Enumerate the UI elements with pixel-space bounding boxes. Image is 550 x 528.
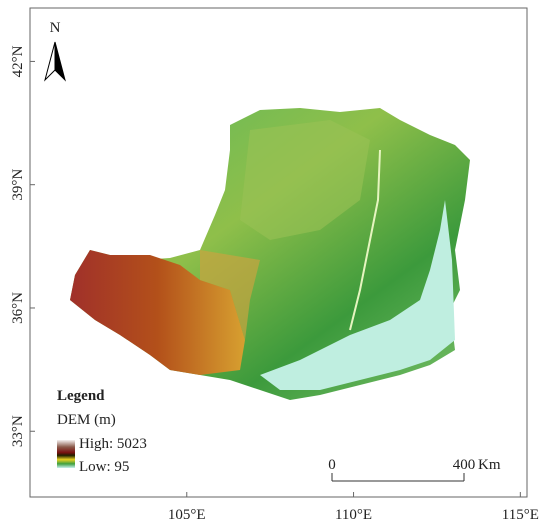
lon-tick-label: 105°E (168, 507, 206, 523)
lon-tick-label: 110°E (335, 507, 372, 523)
scale-bar: 0 400 Km (328, 457, 501, 482)
ordos (240, 120, 370, 240)
lat-tick-label: 36°N (10, 292, 26, 324)
legend: Legend DEM (m) High: 5023 Low: 95 (57, 388, 147, 475)
dem-ramp (57, 440, 75, 468)
plateau-mid (200, 250, 260, 340)
river (349, 149, 381, 331)
scale-label: 400 (453, 457, 476, 473)
north-label: N (50, 20, 61, 36)
scale-unit: Km (478, 457, 501, 473)
legend-title: Legend (57, 388, 105, 404)
legend-high: High: 5023 (79, 436, 147, 452)
arrow-right (54, 41, 66, 82)
legend-low: Low: 95 (79, 459, 129, 475)
legend-subtitle: DEM (m) (57, 412, 116, 428)
lat-tick-label: 39°N (10, 169, 26, 201)
north-arrow: N (44, 20, 66, 82)
lon-tick-label: 115°E (502, 507, 539, 523)
scale-label: 0 (328, 457, 336, 473)
lat-tick-label: 33°N (10, 415, 26, 447)
arrow-left (44, 41, 56, 82)
plateau-high (70, 250, 245, 375)
map-frame (29, 7, 528, 498)
basin (260, 200, 455, 390)
lat-tick-label: 42°N (10, 45, 26, 77)
